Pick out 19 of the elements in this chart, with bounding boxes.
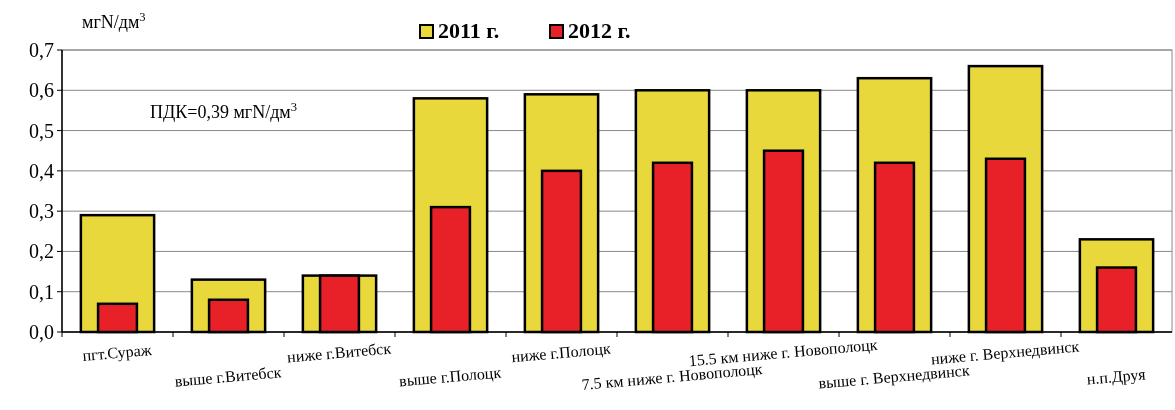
y-axis-title: мгN/дм$^{3}$: [82, 10, 146, 32]
x-tick-label: ниже г. Верхнедвинск: [930, 337, 1081, 369]
x-tick-label: выше г.Полоцк: [398, 363, 502, 391]
y-tick-label: 0,2: [29, 240, 54, 263]
y-tick-label: 0,1: [29, 280, 54, 303]
x-tick-label: ниже г.Полоцк: [510, 339, 612, 367]
y-tick-label: 0,3: [29, 200, 54, 223]
y-tick-label: 0,7: [29, 39, 54, 61]
y-tick-label: 0,6: [29, 79, 54, 102]
x-tick-label: ниже г.Витебск: [286, 339, 392, 366]
x-tick-label: выше г.Витебск: [174, 363, 283, 390]
x-tick-label: н.п.Друя: [1085, 365, 1147, 389]
y-tick-label: 0,0: [29, 321, 54, 343]
legend-label: 2012 г.: [568, 18, 631, 43]
annotation: ПДК=0,39 мгN/дм$^{3}$: [150, 100, 298, 122]
legend-label: 2011 г.: [438, 18, 500, 43]
y-tick-label: 0,5: [29, 119, 54, 142]
y-tick-label: 0,4: [29, 159, 54, 182]
x-tick-label: пгт.Сураж: [81, 340, 154, 366]
